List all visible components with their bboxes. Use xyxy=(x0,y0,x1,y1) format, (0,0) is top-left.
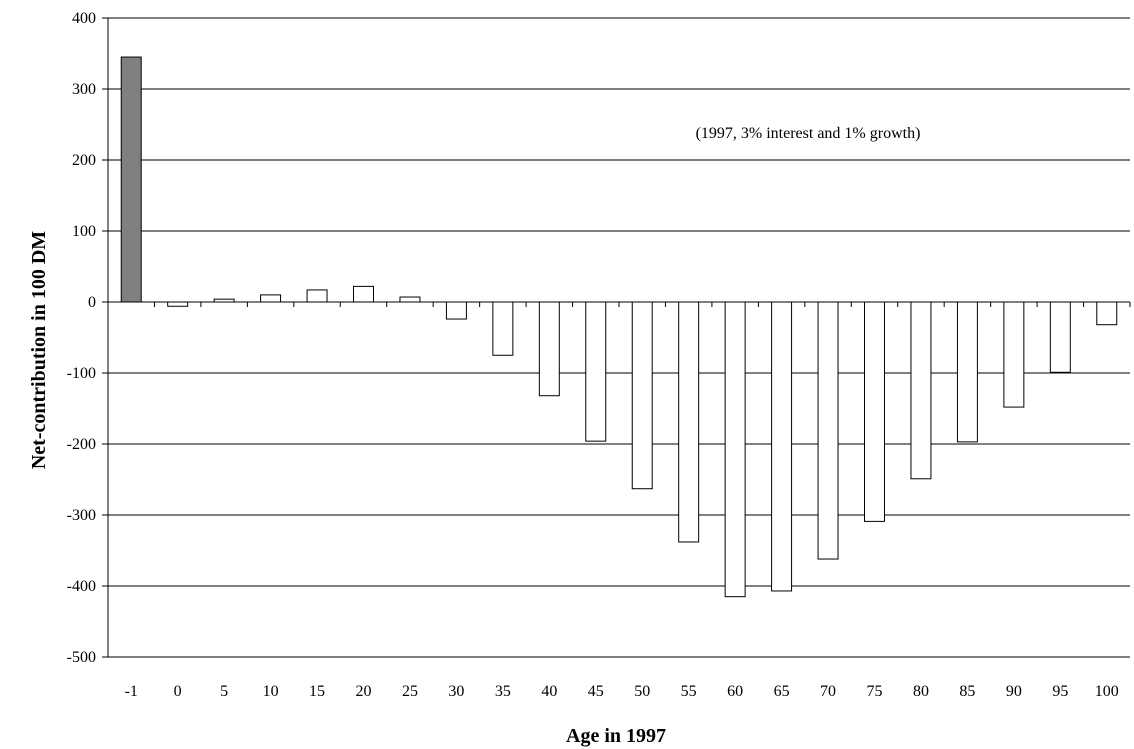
bar xyxy=(585,301,607,442)
x-tick-label: 55 xyxy=(681,683,697,700)
bar xyxy=(538,301,560,397)
x-tick-label: 70 xyxy=(820,683,836,700)
y-tick-label: -300 xyxy=(67,507,96,524)
x-tick-label: 75 xyxy=(867,683,883,700)
bar xyxy=(864,301,885,522)
x-tick-label: 65 xyxy=(774,683,790,700)
bar xyxy=(445,301,467,320)
x-tick-label: 35 xyxy=(495,683,511,700)
y-tick-label: -500 xyxy=(67,649,96,666)
x-tick-label: 95 xyxy=(1052,683,1068,700)
bar xyxy=(1003,301,1025,408)
bar xyxy=(492,301,514,356)
y-tick-label: -200 xyxy=(67,436,96,453)
y-tick-labels: 400 300 200 100 0 -100 -200 -300 -400 -500 xyxy=(67,10,96,666)
x-tick-label: 5 xyxy=(220,683,228,700)
bar xyxy=(956,301,978,443)
bar xyxy=(631,301,653,490)
bar xyxy=(1096,301,1118,326)
chart-annotation: (1997, 3% interest and 1% growth) xyxy=(696,125,921,142)
x-tick-labels: -1 0 5 10 15 20 25 30 35 40 45 50 55 60 65 70 75 80 85 90 95… xyxy=(125,683,1119,700)
x-tick-label: 25 xyxy=(402,683,418,700)
bar xyxy=(399,296,421,303)
y-tick-label: -400 xyxy=(67,578,96,595)
x-tick-label: 45 xyxy=(588,683,604,700)
x-tick-label: 20 xyxy=(356,683,372,700)
bars xyxy=(120,56,1118,598)
y-tick-label: 300 xyxy=(72,81,96,98)
x-tick-label: 60 xyxy=(727,683,743,700)
x-tick-label: 40 xyxy=(541,683,557,700)
x-tick-label: -1 xyxy=(125,683,138,700)
bar xyxy=(260,294,282,303)
bar xyxy=(120,56,142,303)
bar xyxy=(817,301,839,560)
y-tick-label: 0 xyxy=(88,294,96,311)
y-tick-label: 200 xyxy=(72,152,96,169)
x-tick-label: 10 xyxy=(263,683,279,700)
x-tick-label: 30 xyxy=(448,683,464,700)
x-axis-title: Age in 1997 xyxy=(566,725,666,747)
bar xyxy=(910,301,932,480)
bar xyxy=(306,289,328,303)
bar xyxy=(724,301,746,598)
x-tick-label: 0 xyxy=(174,683,182,700)
bar xyxy=(678,301,700,543)
axes xyxy=(107,18,1131,657)
x-tick-label: 100 xyxy=(1095,683,1119,700)
bar xyxy=(353,285,374,303)
bar xyxy=(167,301,189,307)
y-tick-label: 100 xyxy=(72,223,96,240)
x-tick-label: 90 xyxy=(1006,683,1022,700)
y-tick-label: 400 xyxy=(72,10,96,27)
y-axis-title: Net-contribution in 100 DM xyxy=(28,231,50,469)
x-tick-label: 80 xyxy=(913,683,929,700)
x-tick-label: 85 xyxy=(959,683,975,700)
bar xyxy=(771,301,793,592)
x-tick-label: 50 xyxy=(634,683,650,700)
y-tick-label: -100 xyxy=(67,365,96,382)
x-tick-label: 15 xyxy=(309,683,325,700)
bar xyxy=(1049,301,1071,373)
